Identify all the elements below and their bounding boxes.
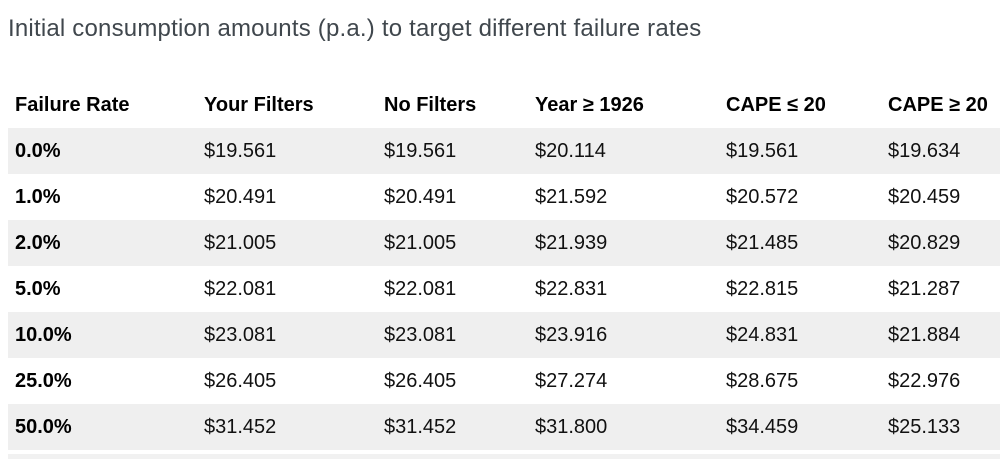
table-cell: $22.815 bbox=[726, 277, 799, 300]
table-cell: $20.459 bbox=[888, 185, 961, 208]
table-row: 2.0% $21.005 $21.005 $21.939 $21.485 $20… bbox=[8, 220, 1000, 266]
table-cell: $21.005 bbox=[384, 231, 457, 254]
table-cell: $31.452 bbox=[384, 415, 457, 438]
table-cell: $19.561 bbox=[726, 139, 799, 162]
table-cell: $21.005 bbox=[204, 231, 277, 254]
table-cell: $26.405 bbox=[384, 369, 457, 392]
table-cell: $20.114 bbox=[535, 139, 606, 162]
table-cell: $20.572 bbox=[726, 185, 799, 208]
table-cell: $22.976 bbox=[888, 369, 961, 392]
row-header: 2.0% bbox=[15, 231, 61, 254]
table-row: 0.0% $19.561 $19.561 $20.114 $19.561 $19… bbox=[8, 128, 1000, 174]
table-cell: $20.491 bbox=[384, 185, 457, 208]
column-header-cape-ge-20: CAPE ≥ 20 bbox=[888, 93, 988, 116]
table-cell: $25.133 bbox=[888, 415, 961, 438]
table-cell: $28.675 bbox=[726, 369, 799, 392]
row-header: 1.0% bbox=[15, 185, 61, 208]
table-cell: $34.459 bbox=[726, 415, 799, 438]
row-header: 0.0% bbox=[15, 139, 61, 162]
bottom-divider bbox=[8, 454, 1000, 459]
table-cell: $20.829 bbox=[888, 231, 961, 254]
row-header: 50.0% bbox=[15, 415, 72, 438]
column-header-your-filters: Your Filters bbox=[204, 93, 314, 116]
table-cell: $24.831 bbox=[726, 323, 799, 346]
column-header-year-1926: Year ≥ 1926 bbox=[535, 93, 644, 116]
table-cell: $19.634 bbox=[888, 139, 961, 162]
table-cell: $19.561 bbox=[204, 139, 277, 162]
table-cell: $21.485 bbox=[726, 231, 799, 254]
table-cell: $22.831 bbox=[535, 277, 608, 300]
table-row: 10.0% $23.081 $23.081 $23.916 $24.831 $2… bbox=[8, 312, 1000, 358]
table-row: 50.0% $31.452 $31.452 $31.800 $34.459 $2… bbox=[8, 404, 1000, 450]
table-cell: $22.081 bbox=[384, 277, 457, 300]
table-cell: $27.274 bbox=[535, 369, 608, 392]
table-body: 0.0% $19.561 $19.561 $20.114 $19.561 $19… bbox=[8, 128, 1000, 450]
table-cell: $21.592 bbox=[535, 185, 608, 208]
table-cell: $23.081 bbox=[204, 323, 277, 346]
column-header-cape-le-20: CAPE ≤ 20 bbox=[726, 93, 826, 116]
table-cell: $20.491 bbox=[204, 185, 277, 208]
table-cell: $26.405 bbox=[204, 369, 277, 392]
table-cell: $19.561 bbox=[384, 139, 457, 162]
column-header-no-filters: No Filters bbox=[384, 93, 477, 116]
row-header: 10.0% bbox=[15, 323, 72, 346]
column-header-failure-rate: Failure Rate bbox=[15, 93, 130, 116]
table-cell: $21.939 bbox=[535, 231, 608, 254]
table-row: 5.0% $22.081 $22.081 $22.831 $22.815 $21… bbox=[8, 266, 1000, 312]
failure-rate-table: Failure Rate Your Filters No Filters Yea… bbox=[8, 82, 1000, 450]
table-cell: $22.081 bbox=[204, 277, 277, 300]
table-header: Failure Rate Your Filters No Filters Yea… bbox=[8, 82, 1000, 128]
table-cell: $31.452 bbox=[204, 415, 277, 438]
table-cell: $21.884 bbox=[888, 323, 961, 346]
header-row: Failure Rate Your Filters No Filters Yea… bbox=[8, 82, 1000, 128]
table-cell: $23.916 bbox=[535, 323, 608, 346]
page-title: Initial consumption amounts (p.a.) to ta… bbox=[8, 15, 702, 42]
table-cell: $31.800 bbox=[535, 415, 608, 438]
row-header: 5.0% bbox=[15, 277, 61, 300]
table-row: 25.0% $26.405 $26.405 $27.274 $28.675 $2… bbox=[8, 358, 1000, 404]
table-cell: $23.081 bbox=[384, 323, 457, 346]
table-cell: $21.287 bbox=[888, 277, 961, 300]
table-row: 1.0% $20.491 $20.491 $21.592 $20.572 $20… bbox=[8, 174, 1000, 220]
row-header: 25.0% bbox=[15, 369, 72, 392]
